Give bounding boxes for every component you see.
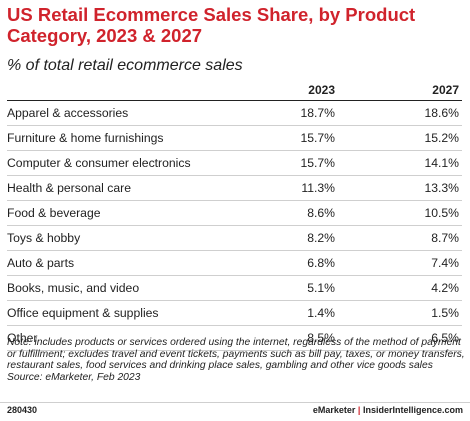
value-2023: 15.7% [300, 156, 335, 170]
row-category: Computer & consumer electronics [7, 156, 191, 170]
brand: eMarketer | InsiderIntelligence.com [313, 405, 463, 415]
note-text: Note: includes products or services orde… [7, 337, 465, 372]
row-category: Toys & hobby [7, 231, 81, 245]
row-category: Apparel & accessories [7, 106, 129, 120]
table-row: Toys & hobby 8.2% 8.7% [7, 226, 462, 251]
brand-emarketer: eMarketer [312, 405, 356, 415]
table-row: Office equipment & supplies 1.4% 1.5% [7, 301, 462, 326]
value-2023: 11.3% [301, 181, 335, 195]
value-2023: 1.4% [307, 306, 335, 320]
value-2027: 8.7% [431, 231, 459, 245]
brand-insider-intelligence: InsiderIntelligence.com [362, 405, 463, 415]
value-2027: 10.5% [424, 206, 459, 220]
table-row: Apparel & accessories 18.7% 18.6% [7, 101, 462, 126]
value-2027: 15.2% [424, 131, 459, 145]
value-2027: 18.6% [424, 106, 459, 120]
value-2023: 8.6% [307, 206, 335, 220]
row-category: Health & personal care [7, 181, 131, 195]
value-2027: 1.5% [431, 306, 459, 320]
row-category: Food & beverage [7, 206, 101, 220]
table-row: Furniture & home furnishings 15.7% 15.2% [7, 126, 462, 151]
chart-id: 280430 [7, 405, 38, 415]
row-category: Books, music, and video [7, 281, 140, 295]
row-category: Furniture & home furnishings [7, 131, 164, 145]
value-2027: 6.5% [431, 331, 459, 345]
table-row: Health & personal care 11.3% 13.3% [7, 176, 462, 201]
table-row: Auto & parts 6.8% 7.4% [7, 251, 462, 276]
table-row: Computer & consumer electronics 15.7% 14.1… [7, 151, 462, 176]
chart-note: Note: includes products or services orde… [7, 337, 465, 383]
table-row: Other 8.5% 6.5% [7, 326, 462, 351]
table-row: Food & beverage 8.6% 10.5% [7, 201, 462, 226]
brand-separator: | [357, 405, 361, 415]
value-2023: 8.2% [307, 231, 335, 245]
column-header-2027: 2027 [432, 83, 459, 97]
value-2023: 15.7% [300, 131, 335, 145]
table-body: Apparel & accessories 18.7% 18.6% Furniture… [7, 101, 462, 351]
data-table: 2023 2027 Apparel & accessories 18.7% 18.6… [7, 82, 462, 351]
value-2027: 13.3% [424, 181, 459, 195]
row-category: Office equipment & supplies [7, 306, 159, 320]
value-2027: 4.2% [431, 281, 459, 295]
value-2023: 5.1% [307, 281, 335, 295]
row-category: Auto & parts [7, 256, 75, 270]
table-header: 2023 2027 [7, 82, 462, 101]
table-row: Books, music, and video 5.1% 4.2% [7, 276, 462, 301]
footer: 280430 eMarketer | InsiderIntelligence.c… [0, 402, 470, 421]
source-text: Source: eMarketer, Feb 2023 [7, 371, 141, 383]
value-2027: 7.4% [431, 256, 459, 270]
value-2027: 14.1% [424, 156, 459, 170]
row-category: Other [7, 331, 38, 345]
value-2023: 6.8% [307, 256, 335, 270]
chart-title: US Retail Ecommerce Sales Share, by Prod… [7, 4, 416, 46]
column-header-2023: 2023 [308, 83, 335, 97]
value-2023: 18.7% [300, 106, 335, 120]
value-2023: 8.5% [307, 331, 335, 345]
chart-subtitle: % of total retail ecommerce sales [7, 57, 243, 74]
